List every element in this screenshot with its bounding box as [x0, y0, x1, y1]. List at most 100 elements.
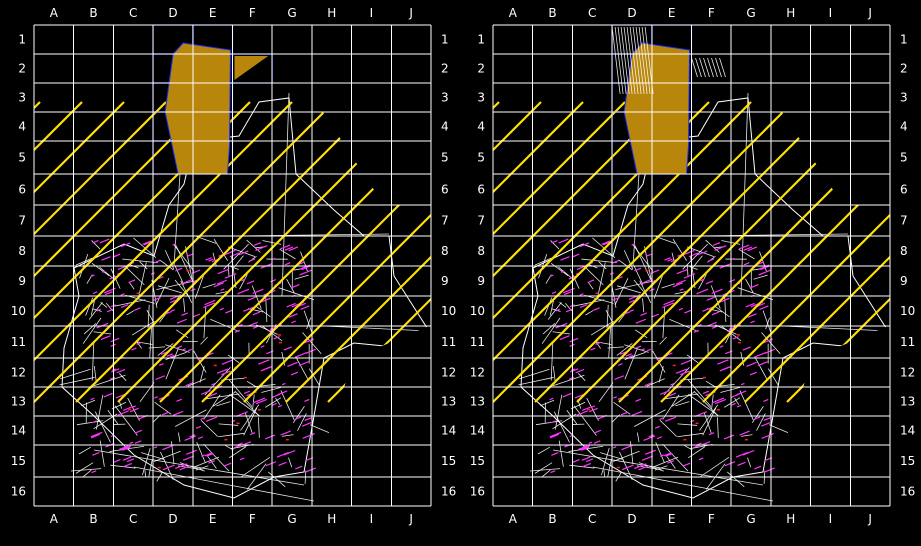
column-label-bottom: B — [89, 512, 97, 526]
row-label-left: 6 — [18, 183, 26, 197]
row-label-right: 2 — [900, 62, 908, 76]
column-label-top: H — [327, 6, 336, 20]
row-label-left: 5 — [18, 151, 26, 165]
column-label-top: J — [408, 6, 413, 20]
row-label-right: 10 — [441, 304, 456, 318]
row-label-right: 16 — [441, 485, 456, 499]
row-label-right: 11 — [441, 335, 456, 349]
row-label-right: 10 — [900, 304, 915, 318]
row-label-right: 12 — [900, 366, 915, 380]
column-label-bottom: I — [829, 512, 833, 526]
column-label-bottom: H — [327, 512, 336, 526]
column-label-bottom: F — [708, 512, 715, 526]
column-label-top: A — [50, 6, 59, 20]
row-label-left: 15 — [11, 454, 26, 468]
row-label-left: 1 — [477, 33, 485, 47]
row-label-right: 3 — [441, 91, 449, 105]
row-label-left: 14 — [11, 424, 26, 438]
row-label-left: 9 — [477, 274, 485, 288]
column-label-bottom: J — [408, 512, 413, 526]
row-label-right: 11 — [900, 335, 915, 349]
row-label-left: 7 — [477, 214, 485, 228]
highlighted-area — [164, 42, 232, 175]
row-label-left: 5 — [477, 151, 485, 165]
row-label-left: 12 — [470, 366, 485, 380]
row-label-right: 6 — [900, 183, 908, 197]
row-label-right: 1 — [900, 33, 908, 47]
row-label-left: 10 — [11, 304, 26, 318]
column-label-top: H — [786, 6, 795, 20]
column-label-top: F — [708, 6, 715, 20]
row-label-left: 16 — [470, 485, 485, 499]
column-label-top: C — [129, 6, 137, 20]
row-label-left: 11 — [11, 335, 26, 349]
row-label-right: 6 — [441, 183, 449, 197]
row-label-left: 13 — [470, 395, 485, 409]
row-label-left: 12 — [11, 366, 26, 380]
column-label-bottom: A — [509, 512, 518, 526]
row-label-right: 3 — [900, 91, 908, 105]
row-label-left: 4 — [18, 120, 26, 134]
column-label-bottom: C — [588, 512, 596, 526]
column-label-bottom: E — [209, 512, 217, 526]
row-label-left: 8 — [477, 244, 485, 258]
row-label-left: 2 — [477, 62, 485, 76]
column-label-top: B — [89, 6, 97, 20]
row-label-left: 10 — [470, 304, 485, 318]
row-label-left: 6 — [477, 183, 485, 197]
row-label-left: 3 — [477, 91, 485, 105]
column-label-bottom: F — [249, 512, 256, 526]
row-label-left: 4 — [477, 120, 485, 134]
column-label-bottom: C — [129, 512, 137, 526]
row-label-left: 9 — [18, 274, 26, 288]
row-label-left: 2 — [18, 62, 26, 76]
row-label-right: 5 — [441, 151, 449, 165]
column-label-top: D — [168, 6, 177, 20]
grid — [492, 24, 891, 507]
row-label-right: 5 — [900, 151, 908, 165]
grid — [33, 24, 432, 507]
row-label-right: 15 — [441, 454, 456, 468]
column-label-bottom: B — [548, 512, 556, 526]
row-label-right: 4 — [900, 120, 908, 134]
column-label-top: E — [668, 6, 676, 20]
row-label-left: 15 — [470, 454, 485, 468]
column-label-bottom: G — [287, 512, 296, 526]
column-label-top: G — [746, 6, 755, 20]
column-label-bottom: I — [370, 512, 374, 526]
row-label-right: 1 — [441, 33, 449, 47]
row-label-right: 9 — [900, 274, 908, 288]
row-label-right: 7 — [441, 214, 449, 228]
column-label-top: F — [249, 6, 256, 20]
row-label-right: 2 — [441, 62, 449, 76]
column-label-top: I — [370, 6, 374, 20]
row-label-right: 14 — [900, 424, 915, 438]
column-label-top: J — [867, 6, 872, 20]
column-label-bottom: D — [627, 512, 636, 526]
column-label-bottom: J — [867, 512, 872, 526]
row-label-left: 16 — [11, 485, 26, 499]
column-label-top: A — [509, 6, 518, 20]
row-label-right: 8 — [441, 244, 449, 258]
row-label-right: 12 — [441, 366, 456, 380]
highlighted-area-f2 — [234, 56, 269, 80]
column-label-top: C — [588, 6, 596, 20]
column-label-top: B — [548, 6, 556, 20]
row-label-left: 11 — [470, 335, 485, 349]
column-label-bottom: A — [50, 512, 59, 526]
column-label-bottom: D — [168, 512, 177, 526]
highlighted-area — [623, 42, 691, 175]
column-label-bottom: G — [746, 512, 755, 526]
row-label-left: 7 — [18, 214, 26, 228]
row-label-left: 8 — [18, 244, 26, 258]
row-label-left: 14 — [470, 424, 485, 438]
row-label-right: 9 — [441, 274, 449, 288]
row-label-right: 13 — [900, 395, 915, 409]
row-label-left: 3 — [18, 91, 26, 105]
column-label-top: G — [287, 6, 296, 20]
row-label-right: 14 — [441, 424, 456, 438]
column-label-top: I — [829, 6, 833, 20]
